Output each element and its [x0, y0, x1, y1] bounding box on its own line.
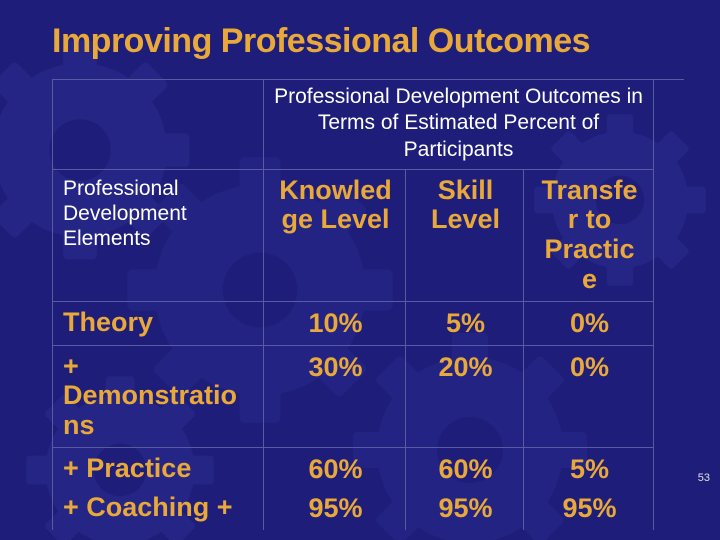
cell-theory-skill: 5%	[406, 302, 524, 346]
cell-practice-skill: 60%	[406, 448, 524, 491]
slide-title: Improving Professional Outcomes	[52, 22, 684, 61]
cell-practice-knowledge: 60%	[264, 448, 406, 491]
cell-coaching-skill: 95%	[406, 491, 524, 530]
cell-coaching-transfer: 95%	[524, 491, 654, 530]
col-header-skill: SkillLevel	[406, 170, 524, 302]
cell-theory-knowledge: 10%	[264, 302, 406, 346]
cell-demo-skill: 20%	[406, 346, 524, 448]
cell-practice-transfer: 5%	[524, 448, 654, 491]
cell-coaching-knowledge: 95%	[264, 491, 406, 530]
table-header-merged: Professional Development Outcomes in Ter…	[264, 80, 654, 170]
cell-demo-knowledge: 30%	[264, 346, 406, 448]
row-label-demonstrations: +Demonstrations	[52, 346, 264, 448]
outcomes-table: Professional Development Outcomes in Ter…	[52, 79, 684, 530]
cell-theory-transfer: 0%	[524, 302, 654, 346]
cell-demo-transfer: 0%	[524, 346, 654, 448]
row-label-practice: + Practice	[52, 448, 264, 491]
row-label-theory: Theory	[52, 302, 264, 346]
slide-content: Improving Professional Outcomes Professi…	[0, 0, 720, 530]
col-header-knowledge: Knowledge Level	[264, 170, 406, 302]
elements-label: Professional Development Elements	[52, 170, 264, 302]
col-header-transfer: Transfer toPractice	[524, 170, 654, 302]
table-corner-empty	[52, 80, 264, 170]
row-label-coaching: + Coaching +	[52, 491, 264, 530]
page-number: 53	[698, 472, 710, 484]
